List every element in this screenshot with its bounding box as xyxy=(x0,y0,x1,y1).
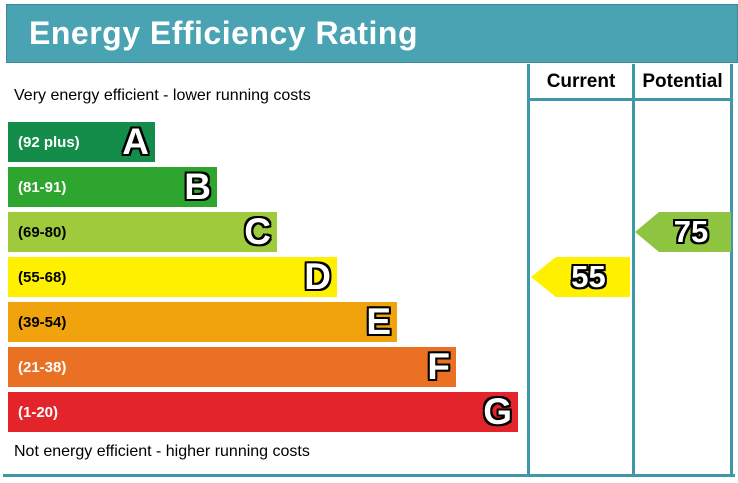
band-letter: D xyxy=(304,256,331,297)
band-range-label: (39-54) xyxy=(18,313,67,331)
band-range-label: (1-20) xyxy=(18,403,59,421)
band-row: (92 plus) A xyxy=(8,122,155,162)
band-letter: B xyxy=(184,166,211,207)
band-row: (81-91) B xyxy=(8,167,217,207)
current-rating-value: 55 xyxy=(571,259,606,294)
column-divider xyxy=(632,64,635,477)
bottom-border xyxy=(3,474,735,477)
band-range-label: (55-68) xyxy=(18,268,67,286)
band-range-label: (92 plus) xyxy=(18,133,80,151)
band-row: (69-80) C xyxy=(8,212,277,252)
current-column-header: Current xyxy=(546,71,616,92)
band-row: (21-38) F xyxy=(8,347,456,387)
page-title: Energy Efficiency Rating xyxy=(29,15,418,51)
band-letter: F xyxy=(427,346,450,387)
current-column-left-border xyxy=(527,64,530,477)
band-row: (39-54) E xyxy=(8,302,397,342)
band-range-label: (69-80) xyxy=(18,223,67,241)
band-range-label: (81-91) xyxy=(18,178,67,196)
bottom-note: Not energy efficient - higher running co… xyxy=(14,443,310,460)
band-row: (55-68) D xyxy=(8,257,337,297)
band-letter: C xyxy=(244,211,271,252)
current-rating-arrow: 55 xyxy=(531,257,630,297)
band-letter: E xyxy=(366,301,391,342)
band-letter: A xyxy=(122,121,149,162)
band-range-label: (21-38) xyxy=(18,358,67,376)
header-underline xyxy=(527,98,733,101)
potential-column-right-border xyxy=(730,64,733,477)
potential-rating-arrow: 75 xyxy=(635,212,731,252)
top-note: Very energy efficient - lower running co… xyxy=(14,87,311,104)
title-bar: Energy Efficiency Rating xyxy=(6,4,738,63)
band-letter: G xyxy=(483,391,512,432)
potential-rating-value: 75 xyxy=(673,214,709,249)
potential-column-header: Potential xyxy=(642,71,723,92)
band-row: (1-20) G xyxy=(8,392,518,432)
